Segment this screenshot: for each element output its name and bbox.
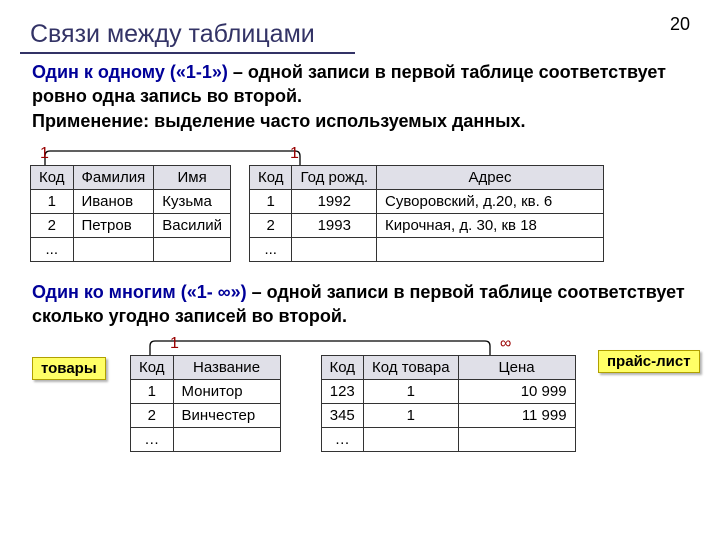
relation-right-1: 1 [290,145,299,163]
section-one-to-one: Один к одному («1-1») – одной записи в п… [32,60,688,133]
lead-text-1: Один к одному («1-1») [32,62,228,82]
col-header: Фамилия [73,166,154,190]
cell: 345 [321,404,364,428]
page-number: 20 [670,14,690,35]
cell: Иванов [73,190,154,214]
cell [458,428,575,452]
cell: 1 [31,190,74,214]
cell: Винчестер [173,404,280,428]
tables-row-2: Код Название 1 Монитор 2 Винчестер … Код… [130,355,576,452]
cell: Кирочная, д. 30, кв 18 [377,214,604,238]
cell: 1992 [292,190,377,214]
cell: … [321,428,364,452]
callout-products: товары [32,357,106,380]
col-header: Код [131,356,174,380]
table-products: Код Название 1 Монитор 2 Винчестер … [130,355,281,452]
col-header: Код [321,356,364,380]
cell: Монитор [173,380,280,404]
cell: 1 [131,380,174,404]
title-underline [20,52,355,54]
col-header: Код [31,166,74,190]
cell [154,238,231,262]
tables-row-1: Код Фамилия Имя 1 Иванов Кузьма 2 Петров… [30,165,604,262]
cell: 1 [249,190,292,214]
cell [73,238,154,262]
cell: 10 999 [458,380,575,404]
cell: 11 999 [458,404,575,428]
cell: Кузьма [154,190,231,214]
cell: 2 [31,214,74,238]
cell [377,238,604,262]
cell: 1993 [292,214,377,238]
col-header: Имя [154,166,231,190]
cell: 2 [249,214,292,238]
table-pricelist: Код Код товара Цена 123 1 10 999 345 1 1… [321,355,576,452]
cell: … [131,428,174,452]
col-header: Цена [458,356,575,380]
cell: 2 [131,404,174,428]
page-title: Связи между таблицами [30,20,315,49]
cell: 123 [321,380,364,404]
callout-pricelist: прайс-лист [598,350,700,373]
section-one-to-many: Один ко многим («1- ∞») – одной записи в… [32,280,688,329]
cell: Василий [154,214,231,238]
col-header: Адрес [377,166,604,190]
col-header: Название [173,356,280,380]
col-header: Год рожд. [292,166,377,190]
relation-left-1: 1 [40,145,49,163]
cell: 1 [364,380,459,404]
cell [173,428,280,452]
cell: ... [31,238,74,262]
cell: Петров [73,214,154,238]
relation-left-2: 1 [170,335,179,353]
table-people-left: Код Фамилия Имя 1 Иванов Кузьма 2 Петров… [30,165,231,262]
cell [364,428,459,452]
cell: ... [249,238,292,262]
cell [292,238,377,262]
col-header: Код товара [364,356,459,380]
cell: 1 [364,404,459,428]
relation-right-2: ∞ [500,335,511,353]
col-header: Код [249,166,292,190]
table-people-right: Код Год рожд. Адрес 1 1992 Суворовский, … [249,165,604,262]
line2-text-1: Применение: выделение часто используемых… [32,111,526,131]
cell: Суворовский, д.20, кв. 6 [377,190,604,214]
lead-text-2: Один ко многим («1- ∞») [32,282,247,302]
